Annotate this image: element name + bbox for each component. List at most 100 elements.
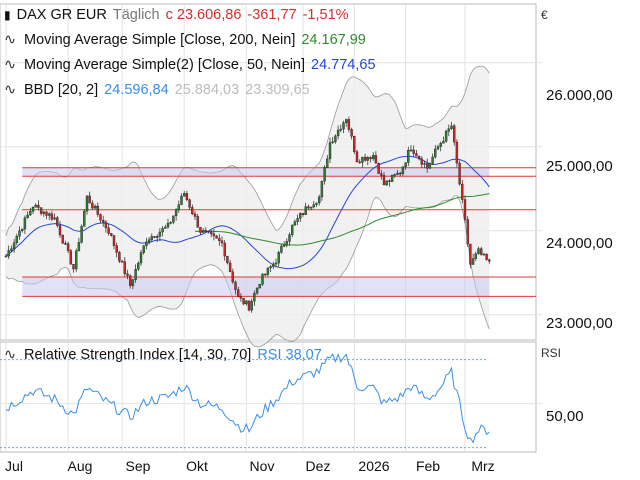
header-row-rsi[interactable]: ∿ Relative Strength Index [14, 30, 70] RSI…	[4, 346, 328, 364]
header-row-ma200[interactable]: ∿ Moving Average Simple [Close, 200, Nein…	[4, 31, 372, 49]
rsi-tick: 50,00	[546, 408, 584, 425]
candle-body	[50, 213, 54, 220]
candle-body	[374, 155, 378, 164]
candle-body	[339, 128, 342, 131]
candle-body	[131, 279, 135, 286]
candle-body	[147, 239, 151, 243]
bbd-label: BBD [20, 2]	[24, 82, 99, 98]
candle-body	[120, 261, 124, 263]
candle-body	[42, 211, 45, 214]
candle-body	[37, 204, 40, 208]
candle-body	[471, 258, 475, 265]
candle-body	[355, 151, 359, 163]
candle-body	[469, 243, 472, 265]
candle-body	[323, 167, 326, 182]
candle-body	[126, 273, 129, 276]
ma50-label: Moving Average Simple(2) [Close, 50, Nei…	[24, 57, 306, 73]
candle-body	[191, 207, 194, 215]
candle-body	[312, 204, 315, 208]
candle-body	[226, 255, 229, 264]
month-tick: Feb	[415, 458, 441, 474]
candle-body	[377, 162, 380, 174]
currency-label: €	[541, 8, 548, 22]
candle-body	[215, 235, 218, 239]
candle-body	[426, 163, 429, 169]
candle-body	[369, 157, 372, 160]
candle-body	[385, 180, 388, 186]
candle-body	[220, 240, 224, 244]
candle-body	[61, 234, 64, 244]
candle-body	[45, 211, 48, 216]
candle-body	[382, 175, 386, 186]
candle-body	[399, 172, 402, 175]
candle-body	[64, 243, 67, 245]
candle-body	[150, 236, 154, 240]
candle-body	[123, 261, 127, 274]
candle-body	[315, 202, 318, 205]
candle-body	[280, 245, 283, 253]
candle-body	[463, 199, 467, 220]
candle-body	[326, 158, 329, 168]
candle-body	[174, 209, 178, 217]
candle-body	[455, 141, 459, 164]
month-tick: 2026	[358, 458, 390, 474]
candle-body	[34, 204, 37, 208]
candle-body	[209, 231, 213, 235]
candle-body	[466, 219, 469, 245]
candle-body	[380, 173, 383, 176]
candle-body	[218, 238, 221, 241]
candle-body	[434, 148, 437, 158]
candle-body	[58, 225, 62, 236]
candle-body	[363, 156, 367, 161]
candle-body	[142, 245, 145, 253]
candle-body	[482, 253, 486, 256]
candle-body	[439, 142, 442, 147]
last-price: c 23.606,86	[165, 7, 242, 23]
candle-body	[372, 155, 375, 160]
candle-body	[258, 284, 261, 289]
candle-body	[93, 205, 97, 209]
rsi-unit-label: RSI	[541, 346, 562, 360]
candle-body	[318, 196, 321, 204]
price-tick: 23.000,00	[546, 315, 613, 332]
rsi-label: Relative Strength Index [14, 30, 70]	[24, 347, 252, 363]
candle-body	[247, 300, 251, 311]
candle-body	[182, 193, 186, 197]
candle-body	[39, 207, 43, 214]
month-tick: Okt	[186, 458, 208, 474]
candle-body	[96, 205, 100, 215]
zone-box	[22, 277, 490, 297]
candle-body	[234, 281, 237, 290]
chart-stock-icon: ▮	[4, 8, 11, 22]
candle-body	[415, 153, 418, 157]
interval-label[interactable]: Täglich	[112, 7, 160, 23]
candle-body	[118, 252, 121, 262]
candle-body	[101, 220, 105, 223]
candle-body	[21, 228, 24, 231]
candle-body	[164, 226, 167, 229]
candle-body	[115, 245, 118, 253]
price-change: -361,77	[247, 7, 297, 23]
candle-body	[342, 122, 345, 130]
candle-body	[353, 136, 356, 152]
candle-body	[255, 287, 259, 294]
candle-body	[199, 227, 202, 233]
candle-body	[77, 242, 81, 252]
candle-body	[269, 266, 272, 269]
wave-icon: ∿	[4, 347, 17, 363]
candle-body	[110, 233, 113, 236]
month-tick: Mrz	[471, 458, 495, 474]
rsi-panel	[0, 341, 537, 453]
candle-body	[285, 241, 288, 246]
candle-body	[309, 206, 313, 209]
header-row-bbd[interactable]: ∿ BBD [20, 2] 24.596,84 25.884,03 23.309,65	[4, 81, 316, 99]
candle-body	[347, 119, 351, 130]
header-row-ma50[interactable]: ∿ Moving Average Simple(2) [Close, 50, Ne…	[4, 56, 382, 74]
candle-body	[404, 162, 407, 167]
candle-body	[137, 262, 140, 270]
candle-body	[388, 180, 391, 182]
candle-body	[417, 155, 421, 159]
candle-body	[488, 259, 491, 262]
candle-body	[401, 166, 405, 174]
candle-body	[282, 244, 286, 247]
